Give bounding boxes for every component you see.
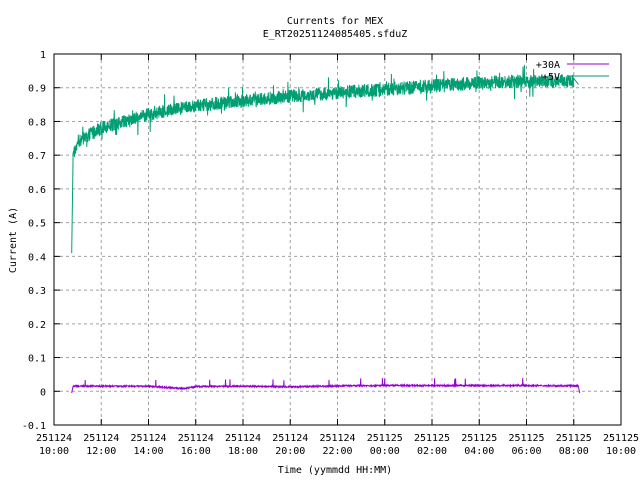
x-tick-time: 00:00 [370, 446, 400, 457]
x-tick-time: 22:00 [322, 446, 352, 457]
y-tick-label: 0.4 [28, 252, 46, 263]
x-tick-date: 251124 [36, 433, 72, 444]
legend-label: +30A [536, 60, 560, 71]
y-tick-label: 0.7 [28, 151, 46, 162]
x-tick-time: 14:00 [133, 446, 163, 457]
x-tick-date: 251124 [130, 433, 166, 444]
x-axis-label: Time (yymmdd HH:MM) [278, 465, 392, 476]
series-line-30a [71, 378, 581, 394]
x-tick-time: 08:00 [559, 446, 589, 457]
y-tick-label: 0.8 [28, 117, 46, 128]
x-axis-ticks: 251124 10:00 251124 12:00 251124 14:00 251124 1… [36, 54, 639, 457]
x-tick-time: 18:00 [228, 446, 258, 457]
y-tick-label: 0.5 [28, 219, 46, 230]
x-tick-time: 20:00 [275, 446, 305, 457]
x-tick-time: 16:00 [181, 446, 211, 457]
x-tick-date: 251124 [272, 433, 308, 444]
y-tick-label: 0.2 [28, 320, 46, 331]
x-tick-date: 251125 [603, 433, 639, 444]
chart-title: Currents for MEX [287, 16, 383, 27]
x-tick-date: 251125 [367, 433, 403, 444]
chart-subtitle: E_RT20251124085405.sfduZ [263, 29, 408, 40]
x-tick-time: 10:00 [39, 446, 69, 457]
x-tick-time: 10:00 [606, 446, 636, 457]
x-tick-date: 251124 [319, 433, 355, 444]
series-line-5v [71, 64, 579, 254]
x-tick-date: 251124 [225, 433, 261, 444]
x-tick-date: 251125 [414, 433, 450, 444]
x-tick-time: 02:00 [417, 446, 447, 457]
x-tick-date: 251124 [83, 433, 119, 444]
legend: +30A+5V [536, 60, 609, 83]
x-tick-time: 04:00 [464, 446, 494, 457]
x-tick-time: 12:00 [86, 446, 116, 457]
grid [54, 54, 621, 425]
y-tick-label: 0.9 [28, 84, 46, 95]
y-tick-label: 0 [40, 387, 46, 398]
y-tick-label: 0.3 [28, 286, 46, 297]
x-tick-date: 251125 [461, 433, 497, 444]
x-tick-date: 251125 [556, 433, 592, 444]
legend-label: +5V [542, 72, 560, 83]
y-tick-label: 1 [40, 50, 46, 61]
x-tick-date: 251124 [178, 433, 214, 444]
y-tick-label: 0.6 [28, 185, 46, 196]
series-lines [71, 64, 581, 394]
plot-border [53, 53, 622, 426]
y-axis-label: Current (A) [8, 207, 19, 273]
y-axis-ticks: -0.1 0 0.1 0.2 0.3 0.4 0.5 0.6 0.7 0.8 0.9 1 [22, 50, 621, 432]
y-tick-label: 0.1 [28, 354, 46, 365]
x-tick-time: 06:00 [511, 446, 541, 457]
x-tick-date: 251125 [508, 433, 544, 444]
y-tick-label: -0.1 [22, 421, 46, 432]
